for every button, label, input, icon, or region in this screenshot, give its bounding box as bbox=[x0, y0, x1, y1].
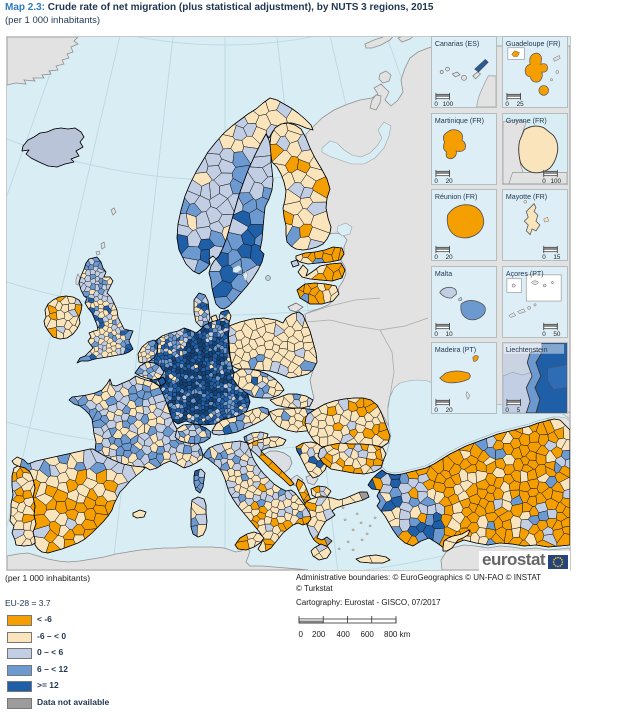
svg-text:0: 0 bbox=[434, 101, 438, 107]
svg-text:Malta: Malta bbox=[435, 270, 452, 277]
svg-text:100: 100 bbox=[551, 177, 562, 183]
svg-text:0: 0 bbox=[542, 330, 546, 336]
svg-text:Martinique (FR): Martinique (FR) bbox=[435, 117, 484, 124]
svg-text:0: 0 bbox=[505, 407, 509, 413]
svg-text:Mayotte (FR): Mayotte (FR) bbox=[506, 194, 547, 201]
svg-text:0: 0 bbox=[542, 254, 546, 260]
svg-text:Liechtenstein: Liechtenstein bbox=[506, 347, 548, 354]
svg-text:100: 100 bbox=[443, 101, 454, 107]
svg-text:0: 0 bbox=[434, 330, 438, 336]
svg-text:0: 0 bbox=[434, 407, 438, 413]
svg-text:0: 0 bbox=[542, 177, 546, 183]
svg-text:0: 0 bbox=[434, 177, 438, 183]
svg-text:0: 0 bbox=[434, 254, 438, 260]
svg-text:15: 15 bbox=[553, 254, 561, 260]
svg-text:25: 25 bbox=[517, 101, 525, 107]
svg-text:10: 10 bbox=[446, 330, 454, 336]
svg-text:20: 20 bbox=[446, 177, 454, 183]
svg-text:20: 20 bbox=[446, 407, 454, 413]
svg-text:Açores (PT): Açores (PT) bbox=[506, 270, 544, 277]
svg-text:Canarias (ES): Canarias (ES) bbox=[435, 41, 479, 48]
svg-text:Madeira (PT): Madeira (PT) bbox=[435, 347, 476, 354]
svg-text:Réunion (FR): Réunion (FR) bbox=[435, 194, 477, 201]
svg-text:20: 20 bbox=[446, 254, 454, 260]
svg-text:0: 0 bbox=[505, 101, 509, 107]
svg-text:Guyane (FR): Guyane (FR) bbox=[506, 117, 547, 124]
svg-text:Guadeloupe (FR): Guadeloupe (FR) bbox=[506, 41, 561, 48]
svg-text:50: 50 bbox=[553, 330, 561, 336]
svg-text:5: 5 bbox=[517, 407, 521, 413]
